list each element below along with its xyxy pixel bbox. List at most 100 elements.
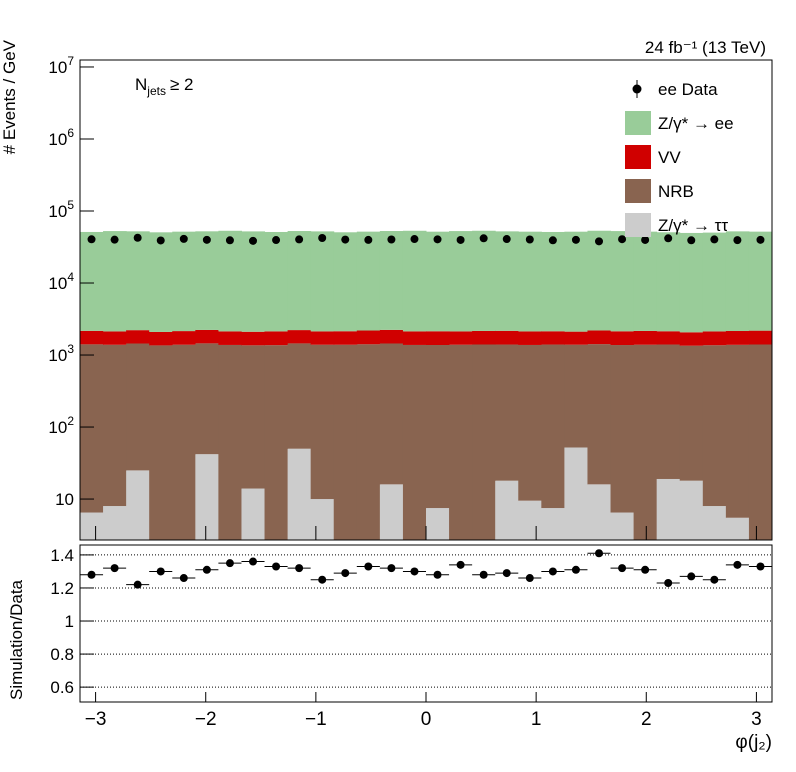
stack-segment — [195, 329, 219, 344]
y-tick-base: 10 — [48, 130, 67, 149]
stack-segment — [633, 330, 658, 345]
stack-segment — [518, 231, 542, 332]
ratio-y-tick-label: 1.4 — [50, 546, 74, 565]
ratio-point — [295, 564, 304, 573]
stack-segment — [679, 332, 704, 346]
stack-segment — [333, 331, 358, 345]
data-point — [571, 235, 580, 244]
stack-segment — [402, 344, 427, 540]
stack-segment — [172, 331, 196, 345]
y-axis-title: # Events / GeV — [0, 39, 19, 154]
stack-segment — [218, 230, 242, 332]
y-tick-label: 104 — [48, 270, 74, 293]
stack-segment — [472, 344, 496, 540]
stack-segment — [287, 343, 312, 449]
y-tick-exp: 2 — [67, 414, 74, 428]
ratio-point — [664, 579, 673, 588]
ratio-point — [156, 567, 165, 576]
stack-segment — [356, 231, 381, 331]
stack-segment — [564, 331, 588, 345]
stack-segment — [356, 330, 381, 345]
stack-segment — [80, 512, 104, 540]
stack-segment — [356, 344, 381, 540]
stack-segment — [195, 454, 219, 540]
ratio-point — [710, 575, 719, 584]
stack-segment — [103, 331, 127, 345]
stack-segment — [748, 231, 773, 331]
legend-swatch — [625, 145, 651, 169]
stack-segment — [103, 344, 127, 507]
data-point — [456, 235, 465, 244]
ratio-point — [225, 559, 234, 568]
legend-label: ee Data — [658, 80, 718, 99]
y-tick-base: 10 — [48, 346, 67, 365]
stack-segment — [633, 344, 658, 540]
ratio-point — [364, 562, 373, 571]
stack-segment — [264, 231, 289, 332]
stack-segment — [702, 345, 727, 507]
stack-segment — [725, 231, 750, 332]
stack-segment — [241, 345, 266, 489]
ratio-point — [525, 574, 534, 583]
ratio-point — [87, 570, 96, 579]
legend-label: Z/γ* → ττ — [658, 216, 728, 235]
data-point — [225, 236, 234, 245]
y-tick-exp: 6 — [67, 126, 74, 140]
stack-segment — [564, 344, 588, 448]
stack-segment — [426, 345, 450, 509]
stack-segment — [287, 231, 312, 331]
stack-segment — [541, 344, 565, 509]
stack-segment — [587, 230, 612, 331]
stack-segment — [702, 506, 727, 540]
stack-segment — [218, 344, 242, 540]
stack-segment — [379, 484, 404, 540]
stack-segment — [725, 344, 750, 518]
data-point — [548, 236, 557, 245]
data-point — [364, 235, 373, 244]
data-point — [687, 236, 696, 245]
data-point — [110, 235, 119, 244]
stack-segment — [610, 345, 635, 513]
data-point — [433, 235, 442, 244]
selection-sub: jets — [146, 84, 166, 98]
stack-segment — [195, 343, 219, 455]
stack-segment — [633, 231, 658, 331]
stack-segment — [126, 470, 150, 540]
ratio-point — [341, 569, 350, 578]
stack-segment — [610, 231, 635, 332]
x-tick-label: 1 — [531, 709, 542, 730]
stack-segment — [587, 344, 612, 485]
stack-segment — [264, 345, 289, 540]
stack-segment — [725, 517, 750, 540]
ratio-point — [387, 564, 396, 573]
ratio-point — [433, 570, 442, 579]
stack-segment — [702, 232, 727, 332]
ratio-y-tick-label: 0.6 — [50, 678, 74, 697]
stack-segment — [218, 331, 242, 345]
ratio-point — [756, 562, 765, 571]
stack-segment — [472, 330, 496, 345]
data-point — [295, 235, 304, 244]
stack-segment — [426, 331, 450, 346]
y-tick-label: 106 — [48, 126, 74, 149]
ratio-point — [733, 560, 742, 569]
stack-segment — [379, 343, 404, 485]
stack-segment — [748, 344, 773, 540]
x-axis-title: φ(j₂) — [735, 732, 772, 753]
stack-segment — [656, 344, 681, 479]
ratio-point — [133, 580, 142, 589]
y-tick-base: 10 — [55, 490, 74, 509]
legend-label: Z/γ* → ee — [658, 114, 734, 133]
stack-segment — [656, 232, 681, 332]
stack-segment — [564, 231, 588, 332]
stack-segment — [126, 231, 150, 331]
data-point — [272, 236, 281, 245]
x-tick-label: −2 — [195, 709, 217, 730]
y-tick-base: 10 — [48, 274, 67, 293]
stack-segment — [725, 331, 750, 345]
y-tick-label: 107 — [48, 54, 74, 77]
stack-segment — [541, 331, 565, 345]
ratio-frame — [79, 544, 773, 703]
ratio-point — [456, 560, 465, 569]
